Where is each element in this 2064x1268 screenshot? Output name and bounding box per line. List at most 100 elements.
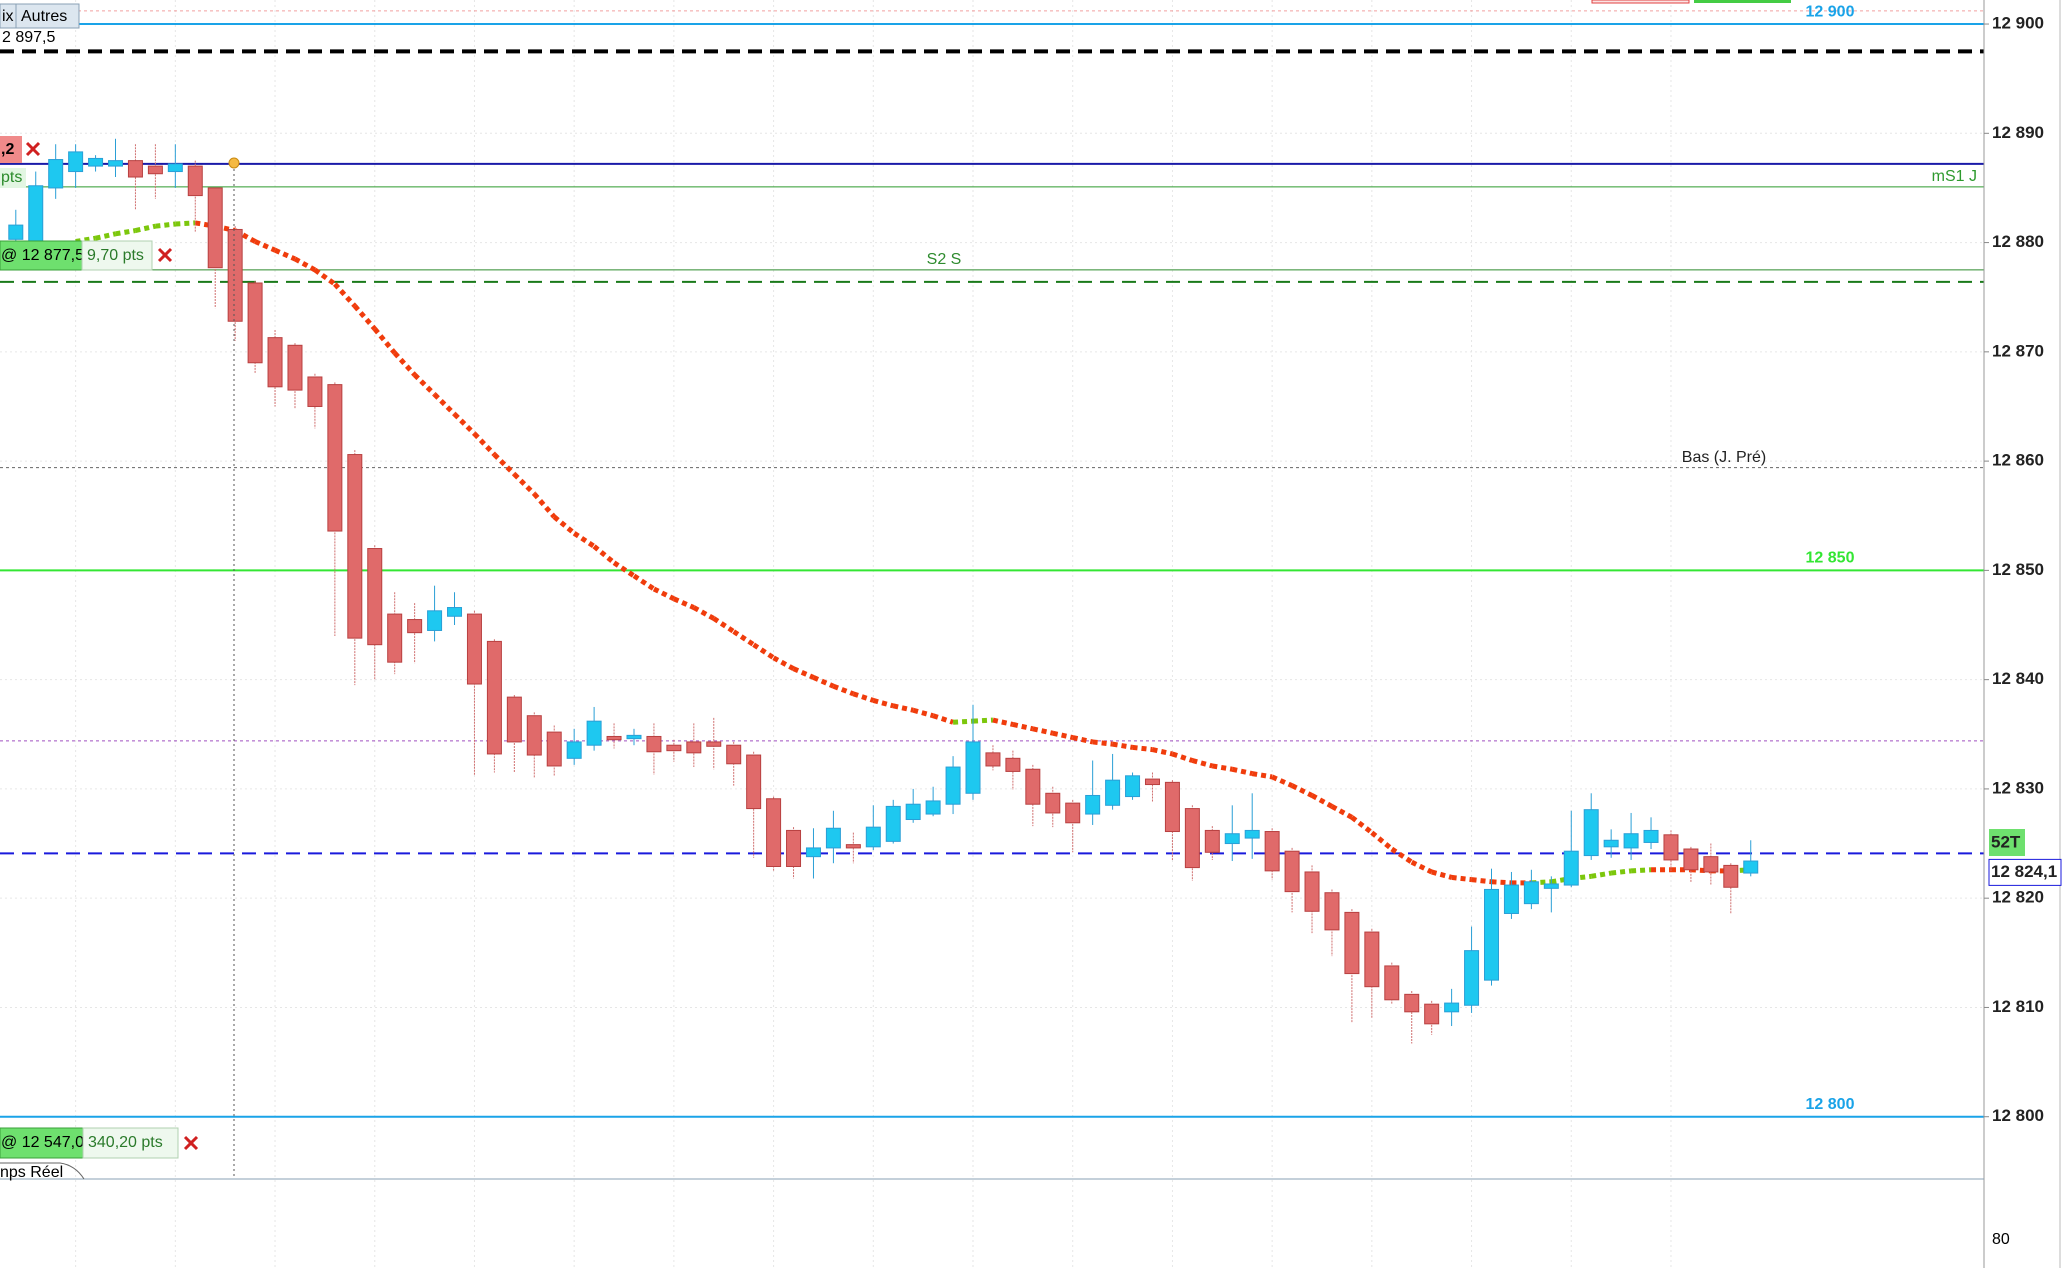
candle-body (1224, 833, 1240, 845)
candle-body (68, 151, 84, 173)
mode-tab (0, 1162, 85, 1180)
ma-segment (892, 703, 914, 713)
candle-body (1065, 802, 1081, 824)
ma-segment (752, 642, 775, 660)
candle-body (447, 607, 463, 617)
ma-segment (652, 586, 675, 602)
y-tick-label: 12 870 (1992, 341, 2044, 360)
ma-segment (712, 616, 736, 634)
button-label[interactable]: ix (2, 8, 14, 25)
ma-segment (432, 392, 457, 416)
ma-segment (1132, 744, 1153, 753)
candle-body (227, 228, 243, 322)
ma-segment (632, 573, 656, 592)
top-bar-green (1694, 0, 1791, 3)
button[interactable] (15, 3, 80, 29)
y-tick-label: 12 800 (1992, 1106, 2044, 1125)
level-label: mS1 J (1932, 168, 1977, 185)
candle-body (207, 187, 223, 269)
candle-body (8, 224, 24, 240)
ma-segment (1211, 763, 1233, 772)
candle-body (1244, 829, 1260, 839)
candle-body (1164, 781, 1180, 833)
ma-segment (333, 282, 357, 308)
ma-segment (992, 717, 1014, 727)
candle-body (1304, 871, 1320, 912)
candle-body (28, 185, 44, 244)
candle-body (1643, 829, 1659, 843)
order-tag-label[interactable]: ,2 (1, 141, 14, 158)
candle-body (88, 157, 104, 167)
candle-body (387, 613, 403, 663)
ma-segment (274, 247, 296, 262)
period-label: 52T (1991, 832, 2021, 851)
y-tick-label: 12 820 (1992, 888, 2044, 907)
y-tick-label: 12 830 (1992, 778, 2044, 797)
order-price-box[interactable] (0, 1127, 84, 1159)
candle-body (945, 766, 961, 805)
ma-segment (492, 452, 517, 477)
candle-body (746, 754, 762, 810)
ma-segment (1630, 867, 1652, 874)
candle-body (1144, 778, 1160, 786)
candle-body (1583, 809, 1599, 857)
ma-segment (194, 220, 216, 229)
ma-segment (932, 713, 954, 725)
candle-body (586, 720, 602, 746)
candle-body (506, 696, 522, 743)
candle-body (1424, 1003, 1440, 1025)
price-label: 12 824,1 (1991, 862, 2057, 881)
y-tick-label: 12 810 (1992, 997, 2044, 1016)
ma-segment (1431, 869, 1453, 880)
ma-segment (115, 228, 136, 237)
candle-body (187, 165, 203, 197)
candle-body (1404, 993, 1420, 1013)
close-icon[interactable] (25, 141, 41, 157)
ma-segment (1350, 815, 1374, 835)
candle-body (1284, 850, 1300, 893)
ma-layer (75, 220, 1751, 886)
price-box (1988, 858, 2062, 886)
candle-body (427, 610, 443, 631)
candle-body (686, 741, 702, 754)
ma-segment (1271, 774, 1294, 788)
y-tick-label: 12 860 (1992, 451, 2044, 470)
ma-segment (1151, 747, 1173, 757)
order-price[interactable]: @ 12 877,5 (1, 247, 84, 264)
ma-segment (1290, 783, 1314, 798)
level-label: 12 800 (1806, 1096, 1855, 1113)
ma-segment (392, 351, 417, 377)
candle-body (1264, 831, 1280, 872)
candle-body (407, 619, 423, 634)
ma-segment (552, 514, 576, 536)
crosshair-dot (228, 157, 240, 169)
candle-body (845, 844, 861, 849)
close-icon[interactable] (183, 1135, 199, 1151)
candle-body (885, 805, 901, 842)
ma-segment (672, 596, 695, 610)
candle-body (865, 826, 881, 848)
order-price[interactable]: @ 12 547,0 (1, 1134, 84, 1151)
candle-body (1125, 775, 1141, 798)
y-tick-label: 12 880 (1992, 232, 2044, 251)
order-price-box[interactable] (0, 240, 83, 271)
candle-body (646, 735, 662, 753)
candle-body (1464, 950, 1480, 1006)
ma-segment (1072, 735, 1094, 745)
ma-segment (472, 432, 497, 457)
order-tag[interactable] (0, 136, 22, 163)
candle-body (1623, 833, 1639, 849)
button-label[interactable]: Autres (21, 8, 67, 25)
candle-body (825, 827, 841, 849)
ma-segment (1112, 741, 1133, 750)
ma-segment (852, 691, 875, 703)
ma-segment (1092, 739, 1113, 747)
ma-segment (1251, 771, 1273, 780)
candle-body (1204, 829, 1220, 853)
ma-segment (692, 605, 715, 621)
candle-body (108, 160, 124, 167)
close-icon[interactable] (157, 247, 173, 263)
level-label: 12 850 (1806, 550, 1855, 567)
